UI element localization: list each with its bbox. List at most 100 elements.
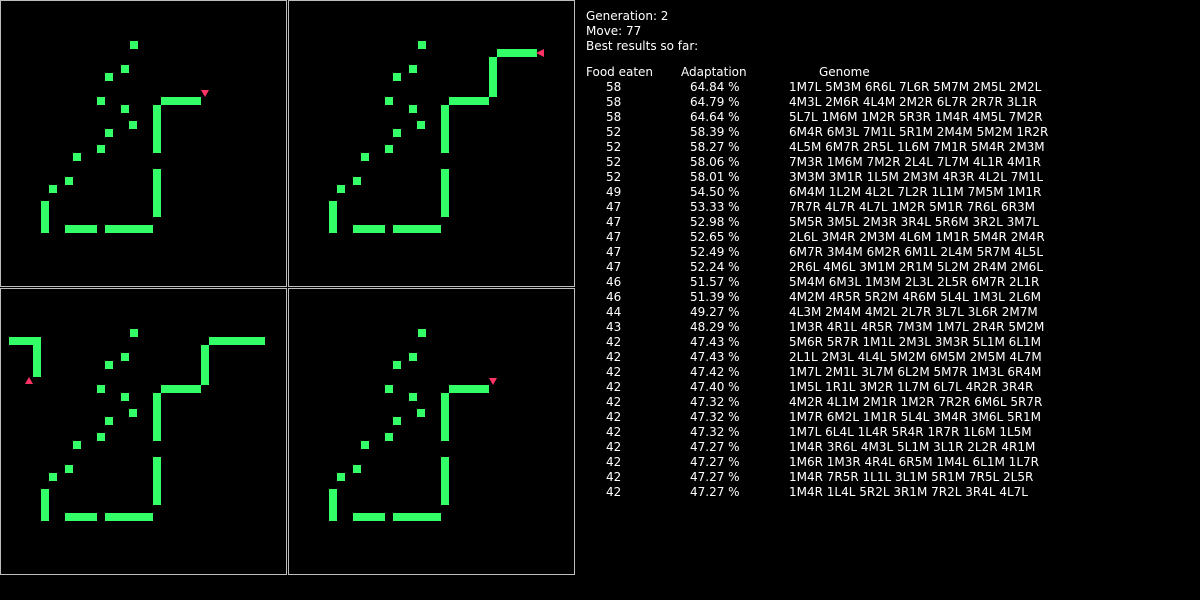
adaptation-cell: 52.24 % <box>690 260 740 274</box>
snake-segment <box>441 457 449 505</box>
genome-cell: 2R6L 4M6L 3M1M 2R1M 5L2M 2R4M 2M6L <box>789 260 1044 274</box>
food-pellet <box>353 177 361 185</box>
food-pellet <box>353 465 361 473</box>
snake-segment <box>449 97 489 105</box>
food-pellet <box>49 185 57 193</box>
adaptation-cell: 52.49 % <box>690 245 740 259</box>
genome-cell: 4M2M 4R5R 5R2M 4R6M 5L4L 1M3L 2L6M <box>789 290 1041 304</box>
food-pellet <box>73 153 81 161</box>
food-eaten-cell: 42 <box>606 365 622 379</box>
food-eaten-cell: 58 <box>606 110 622 124</box>
food-pellet <box>130 329 138 337</box>
snake-segment <box>393 513 441 521</box>
food-pellet <box>129 409 137 417</box>
food-eaten-cell: 47 <box>606 260 622 274</box>
food-eaten-cell: 52 <box>606 125 622 139</box>
genome-cell: 4M3L 2M6R 4L4M 2M2R 6L7R 2R7R 3L1R <box>789 95 1037 109</box>
adaptation-cell: 47.32 % <box>690 395 740 409</box>
adaptation-cell: 47.27 % <box>690 485 740 499</box>
food-pellet <box>97 145 105 153</box>
snake-segment <box>393 225 441 233</box>
food-eaten-cell: 47 <box>606 230 622 244</box>
genome-cell: 1M5L 1R1L 3M2R 1L7M 6L7L 4R2R 3R4R <box>789 380 1034 394</box>
food-pellet <box>361 153 369 161</box>
adaptation-cell: 47.43 % <box>690 335 740 349</box>
genome-cell: 1M7R 6M2L 1M1R 5L4L 3M4R 3M6L 5R1M <box>789 410 1041 424</box>
food-pellet <box>121 393 129 401</box>
food-pellet <box>385 145 393 153</box>
adaptation-cell: 58.06 % <box>690 155 740 169</box>
genome-cell: 2L6L 3M4R 2M3M 4L6M 1M1R 5M4R 2M4R <box>789 230 1045 244</box>
food-pellet <box>361 441 369 449</box>
food-eaten-cell: 52 <box>606 140 622 154</box>
adaptation-cell: 47.27 % <box>690 440 740 454</box>
header-genome: Genome <box>819 65 870 79</box>
genome-cell: 1M7L 2M1L 3L7M 6L2M 5M7R 1M3L 6R4M <box>789 365 1042 379</box>
food-eaten-cell: 52 <box>606 170 622 184</box>
food-eaten-cell: 47 <box>606 215 622 229</box>
food-pellet <box>105 417 113 425</box>
snake-segment <box>441 393 449 441</box>
adaptation-cell: 47.32 % <box>690 410 740 424</box>
food-pellet <box>393 129 401 137</box>
game-board-4 <box>288 288 575 575</box>
genome-cell: 6M7R 3M4M 6M2R 6M1L 2L4M 5R7M 4L5L <box>789 245 1044 259</box>
food-pellet <box>73 441 81 449</box>
genome-cell: 7M3R 1M6M 7M2R 2L4L 7L7M 4L1R 4M1R <box>789 155 1041 169</box>
genome-cell: 1M4R 1L4L 5R2L 3R1M 7R2L 3R4L 4L7L <box>789 485 1028 499</box>
food-pellet <box>385 385 393 393</box>
food-pellet <box>393 361 401 369</box>
adaptation-cell: 47.32 % <box>690 425 740 439</box>
adaptation-cell: 49.27 % <box>690 305 740 319</box>
adaptation-cell: 64.79 % <box>690 95 740 109</box>
snake-head-arrow-icon <box>25 377 33 384</box>
best-results-label: Best results so far: <box>586 39 699 53</box>
genome-cell: 6M4R 6M3L 7M1L 5R1M 2M4M 5M2M 1R2R <box>789 125 1049 139</box>
snake-segment <box>353 225 385 233</box>
genome-cell: 4M2R 4L1M 2M1R 1M2R 7R2R 6M6L 5R7R <box>789 395 1043 409</box>
food-eaten-cell: 58 <box>606 95 622 109</box>
food-pellet <box>385 97 393 105</box>
snake-segment <box>41 201 49 233</box>
snake-segment <box>449 385 489 393</box>
food-eaten-cell: 42 <box>606 410 622 424</box>
snake-segment <box>105 225 153 233</box>
food-eaten-cell: 42 <box>606 380 622 394</box>
food-pellet <box>385 433 393 441</box>
food-pellet <box>105 73 113 81</box>
genome-cell: 1M6R 1M3R 4R4L 6R5M 1M4L 6L1M 1L7R <box>789 455 1039 469</box>
adaptation-cell: 48.29 % <box>690 320 740 334</box>
game-board-1 <box>0 0 287 287</box>
food-eaten-cell: 42 <box>606 440 622 454</box>
adaptation-cell: 52.65 % <box>690 230 740 244</box>
genome-cell: 3M3M 3M1R 1L5M 2M3M 4R3R 4L2L 7M1L <box>789 170 1044 184</box>
adaptation-cell: 58.27 % <box>690 140 740 154</box>
genome-cell: 1M3R 4R1L 4R5R 7M3M 1M7L 2R4R 5M2M <box>789 320 1045 334</box>
game-board-3 <box>0 288 287 575</box>
genome-cell: 7R7R 4L7R 4L7L 1M2R 5M1R 7R6L 6R3M <box>789 200 1035 214</box>
food-eaten-cell: 52 <box>606 155 622 169</box>
food-pellet <box>337 185 345 193</box>
food-pellet <box>97 97 105 105</box>
genome-cell: 2L1L 2M3L 4L4L 5M2M 6M5M 2M5M 4L7M <box>789 350 1042 364</box>
food-pellet <box>393 73 401 81</box>
food-eaten-cell: 43 <box>606 320 622 334</box>
food-pellet <box>409 65 417 73</box>
snake-segment <box>65 513 97 521</box>
snake-segment <box>65 225 97 233</box>
adaptation-cell: 52.98 % <box>690 215 740 229</box>
food-pellet <box>97 433 105 441</box>
snake-segment <box>201 345 209 385</box>
snake-segment <box>329 201 337 233</box>
food-eaten-cell: 47 <box>606 200 622 214</box>
food-eaten-cell: 49 <box>606 185 622 199</box>
snake-segment <box>441 105 449 153</box>
food-pellet <box>417 121 425 129</box>
adaptation-cell: 47.40 % <box>690 380 740 394</box>
food-pellet <box>337 473 345 481</box>
snake-segment <box>153 457 161 505</box>
snake-head-arrow-icon <box>536 49 544 57</box>
food-eaten-cell: 42 <box>606 485 622 499</box>
snake-segment <box>161 97 201 105</box>
genome-cell: 5L7L 1M6M 1M2R 5R3R 1M4R 4M5L 7M2R <box>789 110 1043 124</box>
